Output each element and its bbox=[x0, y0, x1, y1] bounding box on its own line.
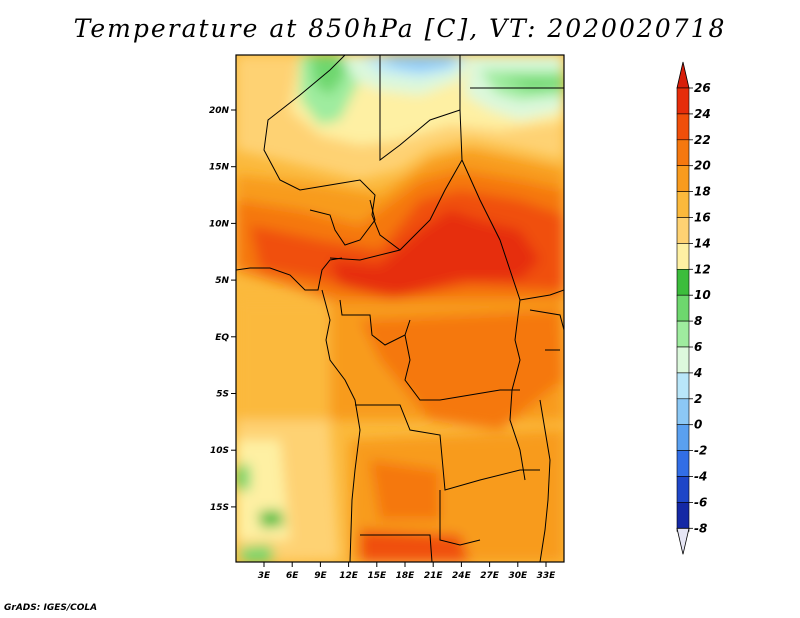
colorbar-swatch bbox=[676, 243, 690, 270]
lat-tick-label: 20N bbox=[209, 106, 230, 116]
colorbar-label: 26 bbox=[694, 81, 711, 95]
colorbar-label: 12 bbox=[694, 262, 711, 276]
colorbar-label: -8 bbox=[694, 521, 707, 535]
colorbar-swatch bbox=[676, 217, 690, 244]
lon-tick-label: 6E bbox=[286, 571, 299, 581]
colorbar-label: 8 bbox=[694, 314, 702, 328]
longitude-axis: 3E 6E 9E 12E 15E 18E 21E 24E 27E 30E 33E bbox=[258, 562, 556, 581]
colorbar-label: 24 bbox=[694, 107, 711, 121]
colorbar-label: -4 bbox=[694, 470, 707, 484]
temperature-field bbox=[236, 55, 564, 562]
colorbar-label: 16 bbox=[694, 211, 711, 225]
colorbar-label: 0 bbox=[694, 418, 702, 432]
colorbar-label: -6 bbox=[694, 495, 707, 509]
colorbar-swatch bbox=[676, 87, 690, 115]
lat-tick-label: 5N bbox=[215, 276, 229, 286]
lon-tick-label: 3E bbox=[258, 571, 271, 581]
colorbar-swatch bbox=[676, 294, 690, 322]
colorbar-label: 22 bbox=[694, 133, 711, 147]
lon-tick-label: 24E bbox=[452, 571, 472, 581]
latitude-axis: 20N 15N 10N 5N EQ 5S 10S 15S bbox=[209, 106, 236, 513]
lon-tick-label: 18E bbox=[396, 571, 416, 581]
colorbar-swatch bbox=[676, 476, 690, 503]
map-borders bbox=[236, 55, 564, 562]
lat-tick-label: EQ bbox=[215, 333, 229, 343]
colorbar-swatch bbox=[676, 165, 690, 192]
colorbar-label: 18 bbox=[694, 185, 711, 199]
lon-tick-label: 9E bbox=[314, 571, 327, 581]
lat-tick-label: 10S bbox=[210, 446, 229, 456]
colorbar-swatch bbox=[676, 320, 690, 348]
lat-tick-label: 10N bbox=[209, 219, 230, 229]
colorbar-label: -2 bbox=[694, 444, 707, 458]
colorbar-swatch bbox=[676, 113, 690, 141]
lon-tick-label: 27E bbox=[480, 571, 500, 581]
lon-tick-label: 15E bbox=[367, 571, 387, 581]
colorbar-label: 4 bbox=[693, 366, 702, 380]
colorbar-swatch bbox=[676, 139, 690, 167]
colorbar-under-arrow bbox=[676, 527, 690, 555]
colorbar-over-arrow bbox=[676, 61, 690, 89]
map-frame bbox=[235, 54, 565, 563]
colorbar-swatch bbox=[676, 502, 690, 529]
colorbar-swatch bbox=[676, 268, 690, 296]
colorbar-swatch bbox=[676, 346, 690, 374]
lon-tick-label: 30E bbox=[508, 571, 528, 581]
lon-tick-label: 21E bbox=[424, 571, 444, 581]
chart-title: Temperature at 850hPa [C], VT: 202002071… bbox=[73, 14, 727, 43]
colorbar-swatch bbox=[676, 398, 690, 425]
lon-tick-label: 12E bbox=[339, 571, 359, 581]
lat-tick-label: 5S bbox=[216, 390, 229, 400]
colorbar-swatch bbox=[676, 424, 690, 451]
colorbar-label: 2 bbox=[694, 392, 702, 406]
colorbar-label: 20 bbox=[694, 159, 711, 173]
colorbar-label: 14 bbox=[694, 236, 711, 250]
colorbar-label: 10 bbox=[694, 288, 711, 302]
footer-credit: GrADS: IGES/COLA bbox=[4, 603, 98, 613]
lat-tick-label: 15S bbox=[210, 503, 229, 513]
colorbar-label: 6 bbox=[694, 340, 702, 354]
lat-tick-label: 15N bbox=[209, 163, 230, 173]
lon-tick-label: 33E bbox=[537, 571, 557, 581]
colorbar-swatch bbox=[676, 372, 690, 400]
colorbar-swatch bbox=[676, 450, 690, 477]
colorbar-swatch bbox=[676, 191, 690, 218]
